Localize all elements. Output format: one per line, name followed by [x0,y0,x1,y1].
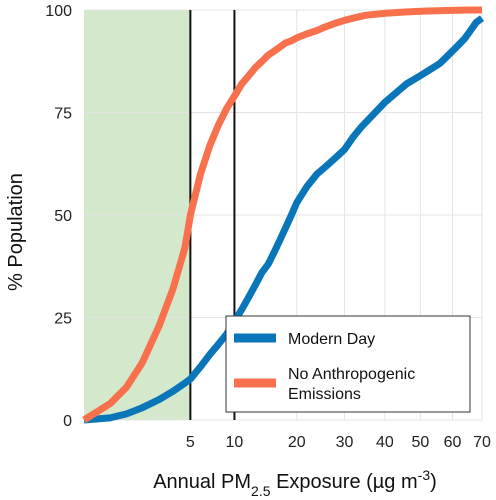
x-tick-label: 10 [226,434,244,451]
x-tick-label: 5 [186,434,195,451]
x-axis-label: Annual PM2.5 Exposure (µg m-3) [153,467,437,499]
y-tick-label: 75 [54,106,72,123]
legend-label-no-anthropogenic-line2: Emissions [288,386,361,403]
x-tick-label: 60 [444,434,462,451]
legend: Modern Day No Anthropogenic Emissions [225,315,471,413]
x-axis-label-superscript: -3 [418,467,431,483]
series-line-modern-day [83,15,485,424]
x-axis-label-middle: Exposure (µg m [271,471,418,493]
legend-label-no-anthropogenic: No Anthropogenic Emissions [288,366,420,403]
legend-box [225,315,471,413]
y-tick-label: 100 [45,3,72,20]
x-tick-label: 50 [411,434,429,451]
y-tick-label: 0 [63,413,72,430]
x-tick-label: 20 [288,434,306,451]
series-line-no-anthropogenic [82,6,482,423]
x-axis-label-prefix: Annual PM [153,471,251,493]
series-lines [82,6,485,424]
x-axis-label-subscript: 2.5 [251,483,271,499]
y-tick-label: 50 [54,208,72,225]
legend-label-modern-day: Modern Day [288,331,375,348]
plot-area [82,6,485,424]
x-tick-label: 40 [376,434,394,451]
y-axis-label: % Population [5,173,27,291]
x-tick-labels: 5 10 20 30 40 50 60 70 [186,434,491,451]
legend-label-no-anthropogenic-line1: No Anthropogenic [288,366,415,383]
x-tick-label: 70 [473,434,491,451]
y-tick-label: 25 [54,311,72,328]
x-tick-label: 30 [336,434,354,451]
x-axis-label-suffix: ) [430,471,437,493]
y-tick-labels: 0 25 50 75 100 [45,3,72,430]
